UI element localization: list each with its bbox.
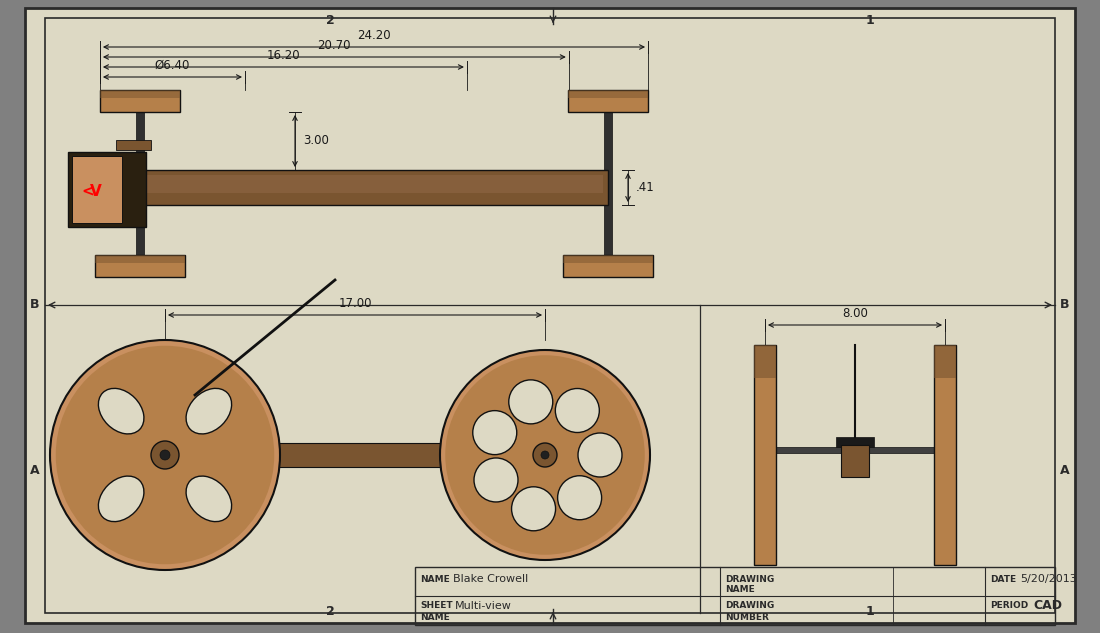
Bar xyxy=(754,345,776,565)
Bar xyxy=(934,345,956,565)
Circle shape xyxy=(512,487,556,531)
Ellipse shape xyxy=(98,476,144,522)
Circle shape xyxy=(440,350,650,560)
Text: V: V xyxy=(90,184,102,199)
Bar xyxy=(563,255,653,263)
Bar xyxy=(270,443,450,467)
Text: 1: 1 xyxy=(866,605,874,618)
Circle shape xyxy=(556,389,600,432)
Circle shape xyxy=(151,441,179,469)
Text: NUMBER: NUMBER xyxy=(725,613,769,622)
Text: 24.20: 24.20 xyxy=(358,29,390,42)
Circle shape xyxy=(534,443,557,467)
Bar xyxy=(568,90,648,97)
Text: A: A xyxy=(1060,463,1069,477)
Circle shape xyxy=(160,450,170,460)
Bar xyxy=(563,255,653,277)
Text: 3.00: 3.00 xyxy=(302,134,329,147)
Text: Ø6.40: Ø6.40 xyxy=(155,59,190,72)
Bar xyxy=(116,140,151,150)
Text: Multi-view: Multi-view xyxy=(455,601,512,611)
Text: DRAWING: DRAWING xyxy=(725,601,774,610)
Ellipse shape xyxy=(186,476,232,522)
Text: 17.00: 17.00 xyxy=(339,297,372,310)
Bar xyxy=(95,255,185,263)
Text: NAME: NAME xyxy=(420,575,450,584)
Bar xyxy=(136,112,144,255)
Bar xyxy=(836,437,874,447)
Circle shape xyxy=(541,451,549,459)
Text: .41: .41 xyxy=(636,181,654,194)
Text: PERIOD: PERIOD xyxy=(990,601,1028,610)
Text: 16.20: 16.20 xyxy=(266,49,300,62)
Ellipse shape xyxy=(186,389,232,434)
Text: 2: 2 xyxy=(326,605,334,618)
Bar xyxy=(72,156,122,223)
Text: B: B xyxy=(30,299,40,311)
Circle shape xyxy=(509,380,553,424)
Ellipse shape xyxy=(98,389,144,434)
Circle shape xyxy=(578,433,621,477)
Text: NAME: NAME xyxy=(420,613,450,622)
Text: <: < xyxy=(81,184,95,199)
Circle shape xyxy=(474,458,518,502)
Text: 2: 2 xyxy=(326,14,334,27)
Text: SHEET: SHEET xyxy=(420,601,452,610)
Circle shape xyxy=(473,411,517,454)
Bar xyxy=(754,345,776,378)
Bar xyxy=(95,255,185,277)
Text: DATE: DATE xyxy=(990,575,1016,584)
Bar xyxy=(842,445,869,477)
Text: DRAWING: DRAWING xyxy=(725,575,774,584)
Bar xyxy=(415,567,1055,625)
Text: A: A xyxy=(30,463,40,477)
Text: Blake Crowell: Blake Crowell xyxy=(453,574,528,584)
Text: 1: 1 xyxy=(866,14,874,27)
Text: CAD: CAD xyxy=(1033,599,1062,612)
Circle shape xyxy=(56,346,274,564)
Bar xyxy=(604,112,612,255)
Text: 5/20/2013: 5/20/2013 xyxy=(1020,574,1077,584)
Bar xyxy=(568,90,648,112)
Text: NAME: NAME xyxy=(725,585,755,594)
Circle shape xyxy=(50,340,280,570)
Text: 8.00: 8.00 xyxy=(843,307,868,320)
Circle shape xyxy=(558,476,602,520)
Bar xyxy=(140,170,608,205)
Bar xyxy=(100,90,180,112)
Text: 20.70: 20.70 xyxy=(318,39,351,52)
Bar xyxy=(68,152,146,227)
Bar xyxy=(145,175,603,192)
Bar xyxy=(100,90,180,97)
Bar xyxy=(934,345,956,378)
Text: B: B xyxy=(1060,299,1069,311)
Bar xyxy=(754,447,956,453)
Circle shape xyxy=(446,355,645,555)
